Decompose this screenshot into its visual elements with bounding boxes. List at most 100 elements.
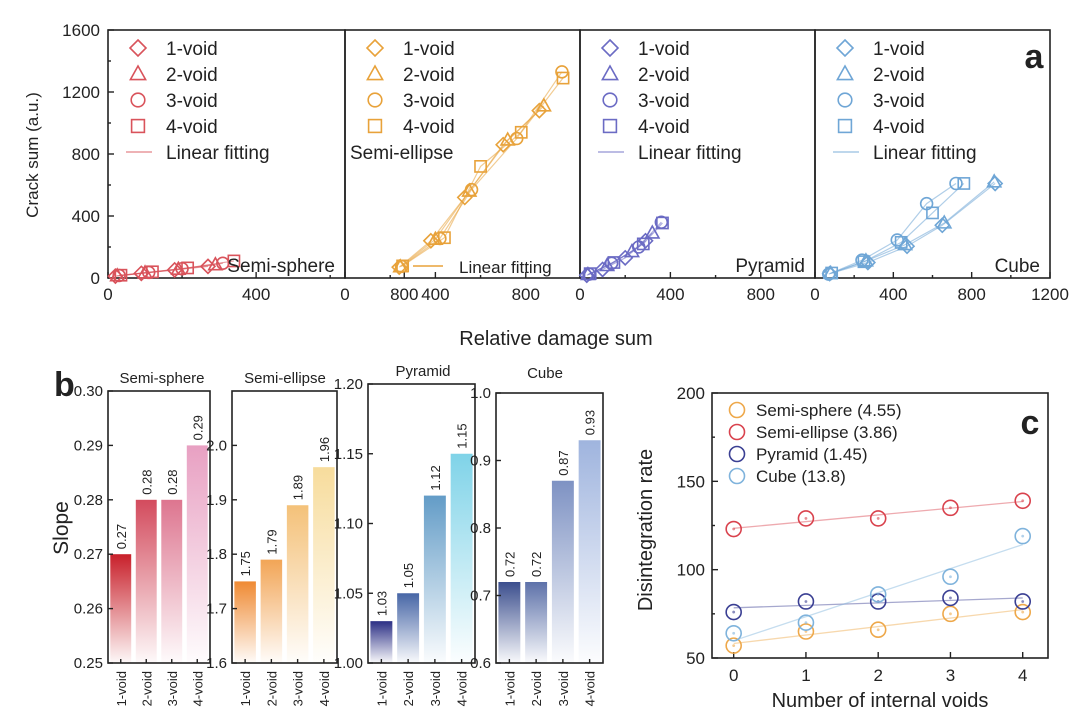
panel-c-data-point-center: [949, 575, 952, 579]
panel-a-data-point: [857, 255, 871, 269]
panel-b-value-label: 1.75: [238, 551, 253, 576]
panel-a-fit-line: [830, 181, 995, 274]
panel-a-legend-label: 1-void: [638, 39, 690, 60]
panel-a-x-tick-label: 800: [512, 285, 540, 304]
panel-c-data-point: [942, 589, 959, 607]
panel-a-legend-label: 4-void: [166, 117, 218, 138]
panel-a-data-point: [926, 206, 939, 220]
panel-c-data-point: [1014, 527, 1032, 545]
panel-a-legend-marker: [130, 92, 146, 108]
panel-a-legend-label: 1-void: [403, 39, 455, 60]
panel-b-subplot-title: Cube: [527, 365, 563, 382]
panel-c-x-axis-label: Number of internal voids: [772, 690, 989, 712]
panel-b-value-label: 0.27: [114, 524, 129, 549]
panel-b-category-label: 2-void: [264, 671, 279, 706]
panel-a-data-point: [535, 97, 552, 112]
panel-b-subplot: 0.27 1-void 0.28 2-void 0.28 3-void 0.29 4-void…: [74, 370, 211, 706]
panel-a-subplot: 0 400 800 1200 1-void 2-void 3-void 4-void Linea…: [810, 29, 1069, 304]
panel-a-legend-marker: [602, 92, 618, 108]
panel-b-bar: [110, 554, 132, 663]
panel-b-subplot-title: Pyramid: [395, 363, 450, 380]
panel-b-value-label: 1.12: [428, 465, 443, 490]
panel-c-data-point: [942, 499, 959, 517]
panel-b-value-label: 0.72: [529, 552, 544, 577]
panel-b-category-label: 1-void: [114, 671, 129, 706]
panel-b-category-label: 3-void: [165, 671, 180, 706]
panel-a-data-point: [474, 160, 487, 173]
panel-a-data-point: [438, 231, 451, 245]
panel-a-legend-marker: [367, 92, 383, 108]
panel-a-x-tick-label: 0: [340, 285, 349, 304]
panel-b-y-tick-label: 1.20: [334, 376, 363, 393]
panel-b-y-tick-label: 0.9: [470, 453, 491, 470]
panel-a-legend-fit-label: Linear fitting: [459, 258, 552, 277]
panel-b-category-label: 4-void: [583, 671, 598, 706]
panel-a-legend-fit-label: Linear fitting: [166, 143, 270, 164]
panel-c-data-point: [942, 605, 959, 623]
panel-c-data-point: [725, 603, 742, 621]
panel-c-data-point-center: [949, 596, 952, 600]
panel-a-x-tick-label: 400: [421, 285, 449, 304]
panel-c: c Disintegration rate Number of internal…: [635, 384, 1049, 712]
panel-c-data-point: [797, 510, 815, 527]
panel-b-y-tick-label: 1.8: [206, 546, 227, 563]
panel-c-data-point: [797, 614, 815, 631]
panel-b-bar: [423, 495, 446, 663]
panel-c-data-point-center: [1021, 534, 1025, 538]
panel-a-fit-line: [120, 260, 234, 276]
panel-a-legend-marker: [129, 64, 147, 81]
panel-a-data-point: [986, 173, 1003, 188]
panel-a-fit-line: [828, 182, 957, 275]
panel-a-legend-label: 4-void: [638, 117, 690, 138]
panel-b-value-label: 1.89: [291, 475, 306, 500]
panel-b-value-label: 0.28: [139, 469, 154, 494]
panel-a-legend-marker: [130, 118, 146, 134]
panel-b-plot-frame: [107, 390, 211, 664]
panel-b-value-label: 1.79: [264, 529, 279, 554]
panel-b-value-label: 1.15: [455, 423, 470, 448]
panel-c-data-point: [869, 586, 887, 603]
panel-a-legend-label: 3-void: [166, 91, 218, 112]
panel-b-y-tick-label: 0.26: [74, 601, 103, 618]
panel-c-letter: c: [1021, 404, 1040, 442]
panel-a-legend-marker: [366, 64, 384, 81]
panel-c-x-tick-label: 0: [729, 666, 738, 685]
panel-a-x-tick-label: 0: [810, 285, 819, 304]
panel-c-x-tick-label: 4: [1018, 666, 1027, 685]
panel-a-legend-marker: [837, 92, 853, 108]
panel-a-data-point: [531, 102, 548, 119]
panel-a-x-tick-label: 0: [575, 285, 584, 304]
panel-a-data-point: [636, 237, 650, 251]
panel-a-legend-label: 4-void: [873, 117, 925, 138]
panel-a-data-point: [623, 243, 640, 258]
panel-a-data-point: [166, 261, 183, 279]
panel-a: Crack sum (a.u.) Relative damage sum a 0…: [23, 21, 1069, 350]
panel-b-y-tick-label: 0.27: [74, 546, 103, 563]
panel-c-data-point: [869, 510, 887, 527]
panel-a-legend-marker: [365, 38, 385, 58]
panel-a-x-tick-label: 0: [103, 285, 112, 304]
panel-b-category-label: 4-void: [190, 671, 205, 706]
panel-a-data-point: [146, 265, 159, 279]
panel-a-fit-line: [401, 71, 563, 267]
panel-a-legend-label: 2-void: [873, 65, 925, 86]
panel-a-data-point: [644, 224, 661, 239]
panel-a-fit-line: [829, 182, 996, 275]
panel-c-x-tick-label: 1: [801, 666, 810, 685]
panel-a-subplot-name: Semi-sphere: [227, 256, 335, 277]
panel-a-legend-label: 1-void: [166, 39, 218, 60]
panel-b-letter: b: [54, 366, 75, 404]
panel-b-category-label: 1-void: [238, 671, 253, 706]
panel-b-bar: [370, 621, 393, 663]
panel-b-category-label: 1-void: [374, 671, 389, 706]
panel-c-data-point: [725, 520, 742, 538]
panel-a-subplot: 0 400 800 0 400 800 1200 1600 1-void 2-void 3-void…: [62, 21, 418, 304]
panel-b-category-label: 1-void: [502, 671, 517, 706]
panel-c-trend-line: [733, 543, 1023, 642]
panel-b-y-tick-label: 0.25: [74, 655, 103, 672]
panel-b-bar: [578, 440, 601, 663]
panel-b-bar: [450, 453, 473, 663]
panel-b-bar: [551, 480, 574, 663]
panel-a-y-tick-label: 1600: [62, 21, 100, 40]
panel-a-legend-label: 3-void: [873, 91, 925, 112]
